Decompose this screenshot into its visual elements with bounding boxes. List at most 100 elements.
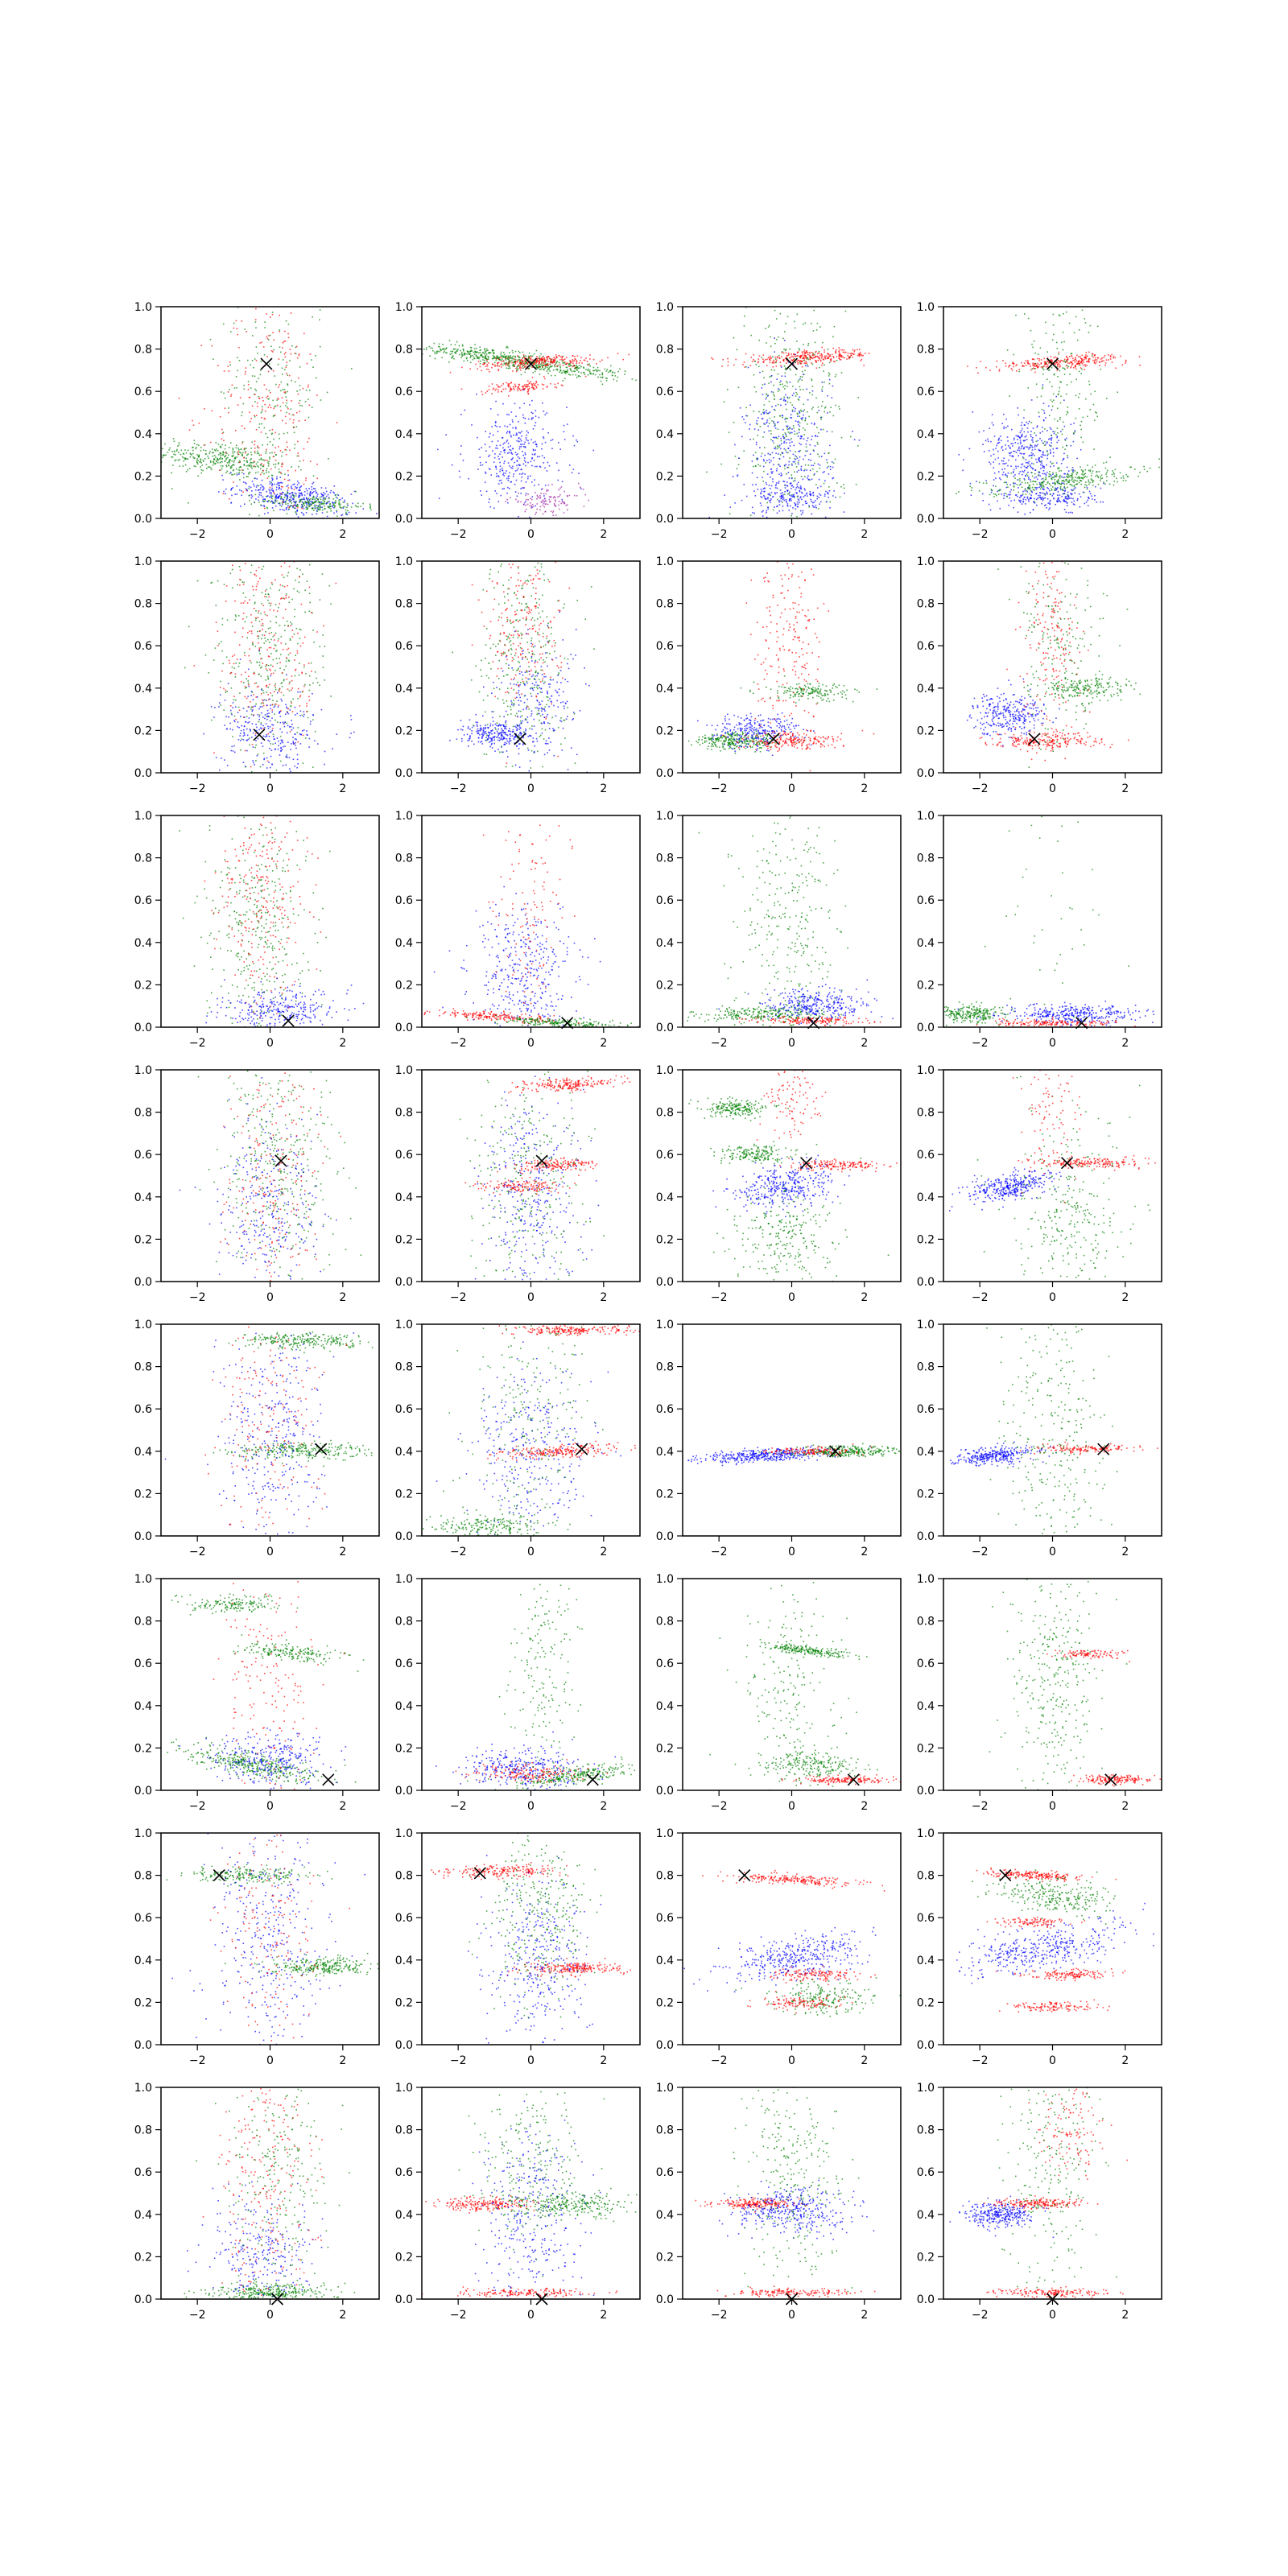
scatter-point xyxy=(858,355,861,357)
scatter-point xyxy=(262,459,264,460)
scatter-point xyxy=(1034,486,1036,489)
scatter-point xyxy=(316,492,317,494)
scatter-point xyxy=(782,360,784,361)
scatter-point xyxy=(824,349,825,351)
scatter-point xyxy=(813,474,815,476)
scatter-point xyxy=(745,495,748,497)
scatter-point xyxy=(566,370,568,373)
scatter-point xyxy=(200,447,202,448)
scatter-point xyxy=(196,461,198,464)
scatter-point xyxy=(470,349,473,351)
scatter-point xyxy=(280,493,283,494)
scatter-point xyxy=(260,504,262,506)
scatter-point xyxy=(1099,365,1100,366)
scatter-point xyxy=(316,508,319,510)
scatter-point xyxy=(481,355,484,357)
scatter-point xyxy=(809,479,811,481)
scatter-point xyxy=(576,369,577,370)
scatter-point xyxy=(298,377,299,379)
scatter-point xyxy=(565,366,568,369)
scatter-point xyxy=(291,502,293,504)
scatter-point xyxy=(1025,499,1026,501)
scatter-point xyxy=(506,357,508,359)
scatter-point xyxy=(1005,418,1007,420)
scatter-point xyxy=(535,444,538,445)
scatter-point xyxy=(770,488,771,489)
scatter-point xyxy=(782,495,784,497)
scatter-point xyxy=(307,500,309,502)
scatter-point xyxy=(229,389,230,390)
scatter-point xyxy=(286,411,287,414)
scatter-point xyxy=(243,464,245,465)
scatter-point xyxy=(290,312,292,314)
scatter-point xyxy=(807,459,810,460)
scatter-point xyxy=(842,356,844,358)
scatter-point xyxy=(800,409,802,411)
scatter-point xyxy=(997,500,998,502)
scatter-point xyxy=(795,388,797,390)
scatter-point xyxy=(202,459,204,461)
scatter-point xyxy=(523,402,525,405)
scatter-point xyxy=(1023,477,1026,480)
scatter-point xyxy=(279,495,281,497)
scatter-point xyxy=(836,482,838,484)
scatter-point xyxy=(809,392,811,394)
scatter-point xyxy=(506,432,508,434)
scatter-point xyxy=(469,346,472,349)
scatter-point xyxy=(299,385,301,386)
scatter-point xyxy=(567,362,568,365)
scatter-point xyxy=(522,362,524,364)
scatter-point xyxy=(787,452,789,454)
scatter-point xyxy=(778,444,781,446)
scatter-point xyxy=(1043,465,1045,468)
scatter-point xyxy=(1007,464,1009,467)
scatter-point xyxy=(1040,464,1042,466)
scatter-point xyxy=(513,365,515,367)
scatter-point xyxy=(275,497,277,498)
scatter-point xyxy=(480,461,481,464)
scatter-point xyxy=(834,375,836,378)
scatter-point xyxy=(507,502,509,504)
scatter-point xyxy=(1055,489,1057,491)
scatter-point xyxy=(237,357,238,358)
scatter-point xyxy=(565,373,567,374)
scatter-point xyxy=(1034,446,1036,448)
scatter-point xyxy=(504,363,506,365)
scatter-point xyxy=(799,449,801,452)
scatter-point xyxy=(803,353,806,355)
scatter-point xyxy=(309,493,311,495)
cluster-blue-2 xyxy=(708,337,861,518)
scatter-point xyxy=(1045,366,1047,368)
scatter-point xyxy=(293,507,295,509)
scatter-point xyxy=(738,457,740,459)
scatter-point xyxy=(805,356,807,358)
scatter-point xyxy=(491,383,493,385)
scatter-point xyxy=(786,428,788,431)
scatter-point xyxy=(562,359,564,361)
scatter-point xyxy=(352,502,353,505)
scatter-point xyxy=(1023,365,1025,367)
scatter-point xyxy=(1005,365,1007,367)
scatter-point xyxy=(460,453,462,455)
scatter-point xyxy=(286,399,287,402)
scatter-point xyxy=(819,464,821,466)
scatter-point xyxy=(1075,365,1076,366)
scatter-point xyxy=(525,437,527,439)
scatter-point xyxy=(538,416,540,419)
scatter-point xyxy=(782,452,784,454)
scatter-point xyxy=(286,493,287,496)
scatter-point xyxy=(820,418,822,420)
scatter-point xyxy=(184,457,187,459)
scatter-point xyxy=(1042,431,1043,432)
scatter-point xyxy=(1017,479,1019,481)
scatter-point xyxy=(295,426,298,427)
scatter-point xyxy=(251,360,254,361)
scatter-point xyxy=(242,453,243,456)
scatter-point xyxy=(277,463,279,464)
scatter-point xyxy=(830,360,832,362)
scatter-point xyxy=(543,361,546,363)
scatter-point xyxy=(448,361,450,363)
scatter-point xyxy=(819,326,821,328)
scatter-point xyxy=(1024,490,1026,492)
scatter-point xyxy=(515,415,517,417)
